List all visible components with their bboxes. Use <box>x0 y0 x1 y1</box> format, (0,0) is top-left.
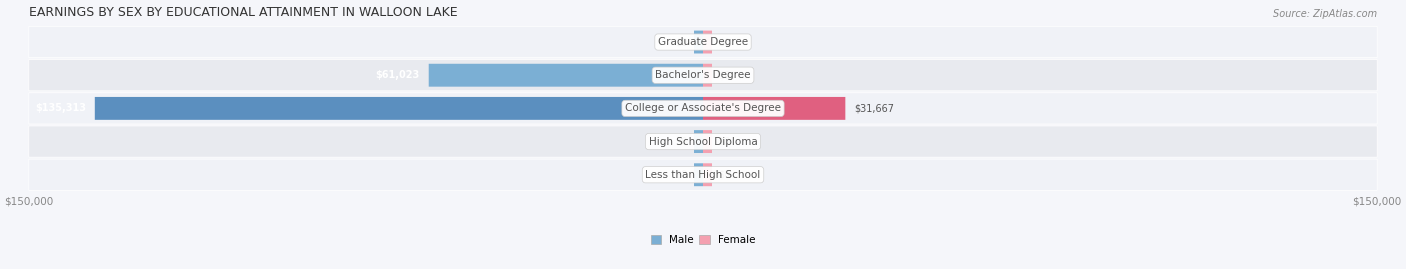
FancyBboxPatch shape <box>429 64 703 87</box>
FancyBboxPatch shape <box>28 60 1378 91</box>
Text: $0: $0 <box>718 170 731 180</box>
Text: EARNINGS BY SEX BY EDUCATIONAL ATTAINMENT IN WALLOON LAKE: EARNINGS BY SEX BY EDUCATIONAL ATTAINMEN… <box>28 6 457 19</box>
FancyBboxPatch shape <box>695 130 703 153</box>
Legend: Male, Female: Male, Female <box>647 231 759 249</box>
Text: High School Diploma: High School Diploma <box>648 137 758 147</box>
FancyBboxPatch shape <box>695 163 703 186</box>
Text: Source: ZipAtlas.com: Source: ZipAtlas.com <box>1272 9 1378 19</box>
FancyBboxPatch shape <box>28 126 1378 157</box>
FancyBboxPatch shape <box>703 97 845 120</box>
FancyBboxPatch shape <box>703 31 711 54</box>
Text: Less than High School: Less than High School <box>645 170 761 180</box>
Text: $0: $0 <box>718 37 731 47</box>
Text: $61,023: $61,023 <box>375 70 420 80</box>
FancyBboxPatch shape <box>703 64 711 87</box>
FancyBboxPatch shape <box>703 163 711 186</box>
Text: $0: $0 <box>675 170 688 180</box>
Text: College or Associate's Degree: College or Associate's Degree <box>626 103 780 114</box>
Text: $0: $0 <box>675 137 688 147</box>
FancyBboxPatch shape <box>28 93 1378 124</box>
Text: $0: $0 <box>675 37 688 47</box>
Text: Bachelor's Degree: Bachelor's Degree <box>655 70 751 80</box>
Text: $135,313: $135,313 <box>35 103 86 114</box>
Text: $0: $0 <box>718 137 731 147</box>
Text: Graduate Degree: Graduate Degree <box>658 37 748 47</box>
Text: $31,667: $31,667 <box>855 103 894 114</box>
FancyBboxPatch shape <box>94 97 703 120</box>
FancyBboxPatch shape <box>28 159 1378 190</box>
FancyBboxPatch shape <box>695 31 703 54</box>
FancyBboxPatch shape <box>28 26 1378 58</box>
Text: $0: $0 <box>718 70 731 80</box>
FancyBboxPatch shape <box>703 130 711 153</box>
